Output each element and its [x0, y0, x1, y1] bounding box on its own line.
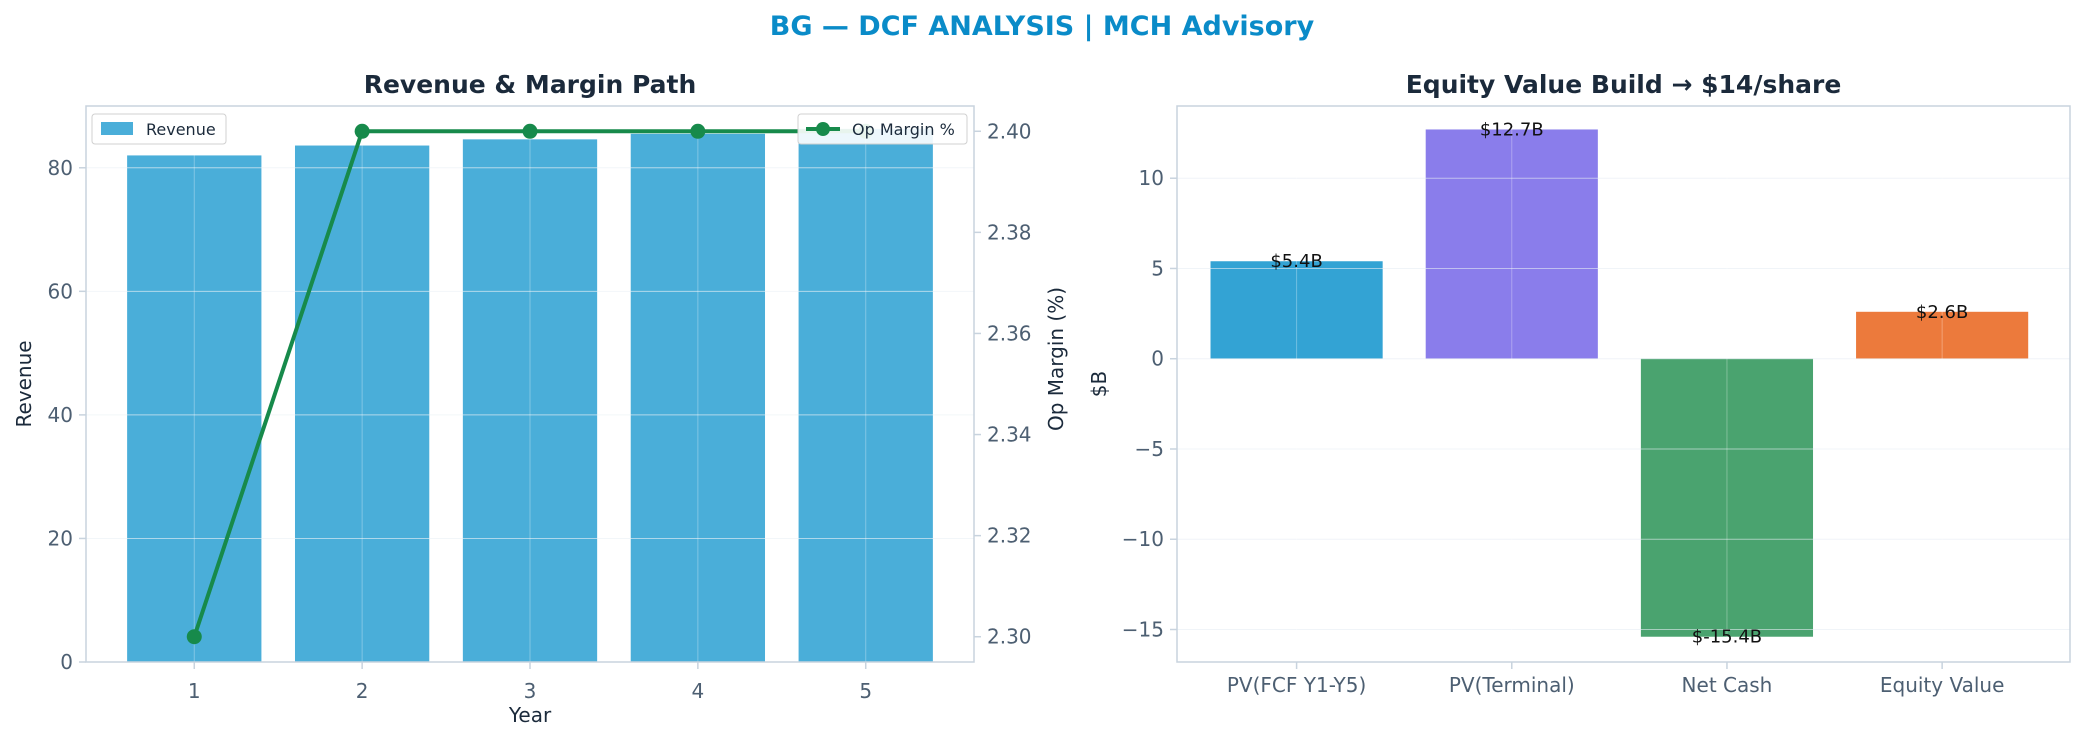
legend-box	[797, 113, 968, 145]
y-tick-label: −10	[1122, 527, 1164, 551]
revenue-margin-chart: Revenue & Margin Path 0 20 40 60 80 2.30 2.32 2.…	[12, 70, 1068, 727]
legend-label-op-margin: Op Margin %	[852, 120, 955, 139]
equity-bar	[1856, 311, 2029, 359]
legend-label-revenue: Revenue	[146, 120, 216, 139]
op-margin-point	[186, 629, 202, 645]
y-axis-label: $B	[1087, 371, 1111, 397]
x-tick-label: 4	[691, 679, 704, 703]
legend-op-margin: Op Margin %	[797, 113, 968, 145]
y2-tick-label: 2.34	[987, 423, 1032, 447]
equity-bar	[1640, 358, 1814, 637]
op-margin-point	[690, 123, 706, 139]
equity-bar	[1425, 129, 1598, 359]
equity-bar	[1210, 261, 1383, 359]
data-label: $5.4B	[1270, 251, 1322, 272]
op-margin-point	[354, 123, 370, 139]
y2-tick-label: 2.30	[987, 625, 1032, 649]
x-tick-label: 5	[859, 679, 872, 703]
y2-tick-label: 2.32	[987, 524, 1032, 548]
x-tick-label: Equity Value	[1880, 673, 2005, 697]
legend-revenue: Revenue	[91, 113, 227, 145]
y2-tick-label: 2.36	[987, 321, 1032, 345]
y-tick-label: 0	[1151, 347, 1164, 371]
y-tick-label: 20	[48, 526, 73, 550]
data-label: $-15.4B	[1692, 627, 1762, 648]
right-chart-title: Equity Value Build → $14/share	[1406, 70, 1842, 99]
revenue-bar	[127, 155, 262, 662]
x-tick-label: PV(FCF Y1-Y5)	[1227, 673, 1366, 697]
y-tick-label: 10	[1139, 166, 1164, 190]
y-tick-label: 60	[48, 279, 73, 303]
y-tick-label: 0	[60, 650, 73, 674]
revenue-bar	[294, 145, 430, 662]
y-tick-label: −5	[1135, 437, 1164, 461]
x-tick-label: PV(Terminal)	[1449, 673, 1575, 697]
y2-tick-label: 2.38	[987, 220, 1032, 244]
y-tick-label: −15	[1122, 618, 1164, 642]
data-label: $12.7B	[1480, 119, 1544, 140]
y2-axis-label: Op Margin (%)	[1044, 287, 1068, 431]
x-tick-label: Net Cash	[1682, 673, 1773, 697]
figure-title: BG — DCF ANALYSIS | MCH Advisory	[770, 11, 1315, 42]
data-label: $2.6B	[1916, 302, 1968, 323]
plot-frame	[1176, 105, 2071, 663]
x-tick-label: 2	[356, 679, 369, 703]
legend-marker-op-margin	[816, 122, 830, 136]
revenue-bar	[798, 128, 933, 662]
legend-swatch-revenue	[101, 122, 133, 135]
y-tick-label: 5	[1151, 256, 1164, 280]
op-margin-point	[522, 123, 538, 139]
revenue-bar	[630, 133, 766, 663]
revenue-bar	[462, 139, 598, 663]
left-chart-title: Revenue & Margin Path	[364, 70, 697, 99]
y-axis-label: Revenue	[12, 340, 36, 427]
x-axis-label: Year	[508, 703, 552, 727]
y-tick-label: 80	[48, 156, 73, 180]
y2-tick-label: 2.40	[987, 119, 1032, 143]
legend-box	[91, 113, 227, 145]
x-tick-label: 1	[188, 679, 201, 703]
y-tick-label: 40	[48, 403, 73, 427]
x-tick-label: 3	[524, 679, 537, 703]
equity-build-chart: Equity Value Build → $14/share −15 −10 −5 0 5…	[1087, 70, 2071, 697]
